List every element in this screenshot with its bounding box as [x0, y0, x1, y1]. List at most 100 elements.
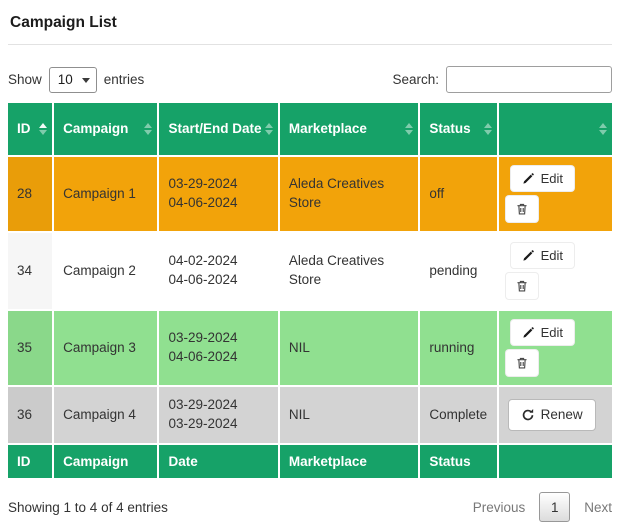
- cell-id: 35: [8, 311, 52, 385]
- edit-button[interactable]: Edit: [509, 241, 575, 270]
- footer-date-label: Date: [168, 454, 198, 469]
- cell-marketplace: Aleda Creatives Store: [288, 253, 385, 287]
- search-input[interactable]: [446, 66, 612, 93]
- sort-icon: [405, 123, 414, 135]
- trash-icon: [517, 204, 527, 215]
- col-header-campaign[interactable]: Campaign: [54, 103, 158, 155]
- col-header-marketplace[interactable]: Marketplace: [279, 103, 419, 155]
- campaign-table: ID Campaign Start/End Date Marketplace S…: [6, 101, 614, 480]
- header-row: ID Campaign Start/End Date Marketplace S…: [8, 103, 612, 155]
- table-row: 34 Campaign 2 04-02-2024 04-06-2024 Aled…: [8, 233, 612, 309]
- entries-select-wrap: 10: [48, 66, 97, 93]
- col-header-marketplace-label: Marketplace: [288, 120, 367, 136]
- trash-icon: [517, 281, 527, 292]
- footer-col-campaign: Campaign: [54, 445, 158, 478]
- page-1-button[interactable]: 1: [539, 492, 571, 522]
- entries-select[interactable]: 10: [48, 66, 97, 93]
- trash-icon: [517, 358, 527, 369]
- cell-marketplace: NIL: [288, 339, 310, 355]
- delete-button[interactable]: [504, 195, 539, 224]
- start-date: 03-29-2024: [168, 176, 238, 192]
- end-date: 04-06-2024: [168, 195, 238, 210]
- refresh-icon: [522, 409, 533, 421]
- footer-col-id: ID: [8, 445, 53, 478]
- edit-button-label: Edit: [540, 247, 563, 263]
- cell-campaign: Campaign 4: [63, 406, 136, 422]
- edit-button-label: Edit: [540, 324, 563, 340]
- col-header-status[interactable]: Status: [420, 103, 497, 155]
- col-header-id[interactable]: ID: [8, 103, 53, 155]
- col-header-status-label: Status: [429, 120, 471, 136]
- cell-actions: Edit: [499, 157, 612, 231]
- footer-col-status: Status: [420, 445, 497, 478]
- footer-id-label: ID: [17, 454, 31, 469]
- entries-info: Showing 1 to 4 of 4 entries: [8, 499, 168, 515]
- sort-icon: [144, 123, 153, 135]
- col-header-campaign-label: Campaign: [63, 120, 129, 136]
- renew-button[interactable]: Renew: [507, 398, 596, 432]
- pagination: Previous 1 Next: [473, 492, 612, 522]
- cell-dates: 03-29-2024 04-06-2024: [159, 157, 277, 231]
- table-row: 28 Campaign 1 03-29-2024 04-06-2024 Aled…: [8, 157, 612, 231]
- page-title: Campaign List: [10, 14, 117, 31]
- footer-col-actions: [498, 445, 612, 478]
- footer-col-date: Date: [159, 445, 278, 478]
- table-row: 35 Campaign 3 03-29-2024 04-06-2024 NIL …: [8, 311, 612, 385]
- cell-id: 36: [8, 387, 52, 443]
- previous-button[interactable]: Previous: [472, 499, 526, 515]
- cell-status: running: [429, 339, 475, 355]
- cell-marketplace: NIL: [288, 406, 310, 422]
- footer-campaign-label: Campaign: [63, 454, 129, 469]
- edit-button-label: Edit: [540, 170, 563, 186]
- table-row: 36 Campaign 4 03-29-2024 03-29-2024 NIL …: [8, 387, 612, 443]
- cell-status: off: [429, 185, 445, 201]
- footer-col-marketplace: Marketplace: [279, 445, 419, 478]
- edit-button[interactable]: Edit: [509, 318, 575, 347]
- pencil-icon: [522, 173, 534, 184]
- footer-status-label: Status: [429, 454, 471, 469]
- pencil-icon: [522, 327, 534, 338]
- cell-dates: 03-29-2024 03-29-2024: [159, 387, 277, 443]
- entries-suffix-label: entries: [103, 72, 145, 87]
- entries-control: Show 10 entries: [8, 66, 145, 93]
- pencil-icon: [522, 250, 534, 261]
- search-control: Search:: [392, 66, 612, 93]
- start-date: 03-29-2024: [168, 397, 238, 413]
- cell-id: 28: [8, 157, 52, 231]
- start-date: 04-02-2024: [168, 253, 238, 269]
- edit-button[interactable]: Edit: [509, 164, 575, 193]
- next-button[interactable]: Next: [584, 499, 612, 515]
- end-date: 04-06-2024: [168, 349, 238, 364]
- cell-marketplace: Aleda Creatives Store: [288, 176, 385, 210]
- col-header-date[interactable]: Start/End Date: [159, 103, 278, 155]
- cell-dates: 04-02-2024 04-06-2024: [159, 233, 277, 309]
- footer-marketplace-label: Marketplace: [288, 454, 367, 469]
- cell-campaign: Campaign 2: [63, 262, 136, 278]
- cell-id: 34: [8, 233, 52, 309]
- sort-icon: [264, 123, 273, 135]
- cell-actions: Edit: [499, 311, 612, 385]
- delete-button[interactable]: [504, 349, 539, 378]
- delete-button[interactable]: [504, 272, 539, 301]
- title-divider: [8, 44, 612, 45]
- cell-actions: Edit: [499, 233, 612, 309]
- cell-dates: 03-29-2024 04-06-2024: [159, 311, 277, 385]
- show-entries-label: Show: [8, 72, 42, 87]
- cell-campaign: Campaign 1: [63, 185, 136, 201]
- sort-icon: [599, 123, 607, 135]
- start-date: 03-29-2024: [168, 330, 238, 346]
- cell-actions: Renew: [499, 387, 612, 443]
- end-date: 04-06-2024: [168, 272, 238, 287]
- col-header-actions[interactable]: [498, 103, 612, 155]
- footer-row: ID Campaign Date Marketplace Status: [8, 445, 612, 478]
- renew-button-label: Renew: [540, 406, 583, 422]
- sort-asc-icon: [39, 123, 48, 135]
- end-date: 03-29-2024: [168, 416, 238, 431]
- bottom-bar: Showing 1 to 4 of 4 entries Previous 1 N…: [8, 492, 612, 522]
- col-header-date-label: Start/End Date: [168, 120, 262, 136]
- col-header-id-label: ID: [17, 120, 31, 136]
- search-label: Search:: [392, 72, 439, 87]
- cell-status: Complete: [429, 406, 488, 422]
- table-controls: Show 10 entries Search:: [8, 66, 612, 93]
- sort-icon: [483, 123, 492, 135]
